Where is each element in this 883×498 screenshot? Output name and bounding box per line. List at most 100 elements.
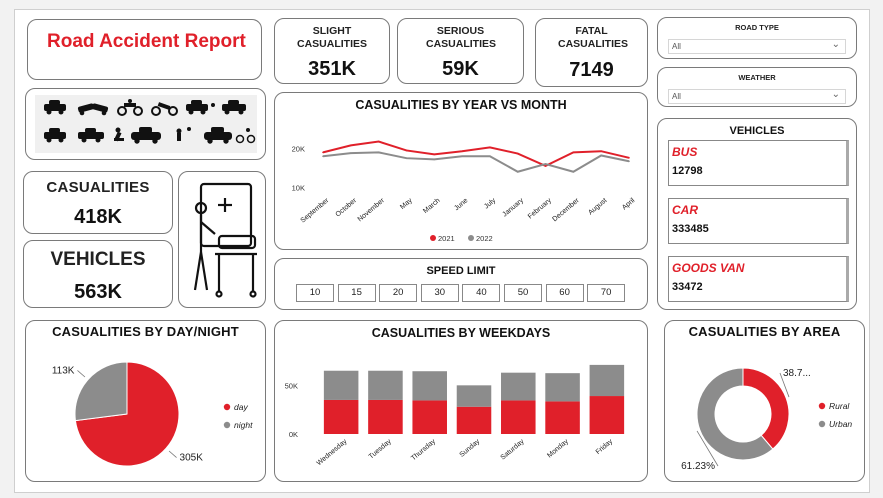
- leader-line: [779, 372, 790, 398]
- x-tick-label: November: [357, 197, 387, 224]
- speed-limit-option-60[interactable]: 60: [545, 284, 584, 302]
- data-point: [600, 150, 602, 153]
- area-donut-chart: 38.7... 61.23% Rural Urban: [681, 367, 852, 472]
- year-month-chart-card: CASUALITIES BY YEAR VS MONTH 20K 10K Septe…: [274, 92, 648, 250]
- slight-casualities-value: 351K: [308, 58, 356, 80]
- x-tick-label: Monday: [546, 438, 570, 460]
- speed-limit-option-10[interactable]: 10: [296, 284, 334, 302]
- area-chart-card: CASUALITIES BY AREA 38.7... 61.23% Rural Ur…: [664, 320, 865, 482]
- road-type-value: All: [672, 42, 681, 51]
- legend-marker: [430, 235, 436, 241]
- series-line-2022: [322, 151, 630, 173]
- car-crash-icon: [44, 128, 66, 143]
- slight-casualities-card: SLIGHT CASUALITIES 351K: [274, 18, 390, 84]
- chevron-down-icon: ⌄: [831, 89, 840, 100]
- car-crash-icon: [222, 100, 246, 115]
- total-vehicles-card: VEHICLES 563K: [23, 240, 173, 308]
- donut-slice-Rural: [742, 367, 790, 450]
- weekdays-bar-chart: 50K 0K Wednesday Tuesday Thursday Sunday Satur…: [285, 364, 625, 467]
- x-tick-label: December: [551, 197, 581, 224]
- car-crash-icon: [44, 100, 66, 115]
- road-type-select[interactable]: All ⌄: [668, 39, 846, 54]
- report-title: Road Accident Report: [47, 31, 246, 52]
- legend-marker: [818, 420, 826, 428]
- total-vehicles-value: 563K: [74, 281, 122, 303]
- x-tick-label: July: [483, 197, 497, 211]
- x-tick-label: January: [501, 197, 525, 219]
- serious-casualities-card: SERIOUS CASUALITIES 59K: [397, 18, 524, 84]
- day-night-pie-chart: 305K 113K day night: [52, 361, 253, 467]
- bar-segment: [589, 396, 625, 434]
- y-tick-label: 0K: [289, 430, 298, 439]
- speed-limit-option-20[interactable]: 20: [379, 284, 418, 302]
- vehicle-value: 12798: [672, 165, 703, 177]
- car-crash-icon: [186, 100, 215, 115]
- vehicle-item-goods-van[interactable]: GOODS VAN 33472: [668, 256, 849, 302]
- accident-icons-card: [25, 88, 266, 160]
- vehicle-name: CAR: [672, 203, 698, 217]
- bar-segment: [589, 364, 625, 397]
- road-type-filter: ROAD TYPE All ⌄: [657, 17, 857, 59]
- speed-limit-option-70[interactable]: 70: [587, 284, 626, 302]
- vehicle-value: 333485: [672, 223, 709, 235]
- fatal-casualities-label: FATAL CASUALITIES: [558, 25, 629, 50]
- speed-limit-option-50[interactable]: 50: [504, 284, 542, 302]
- data-point: [628, 160, 630, 163]
- speed-limit-option-30[interactable]: 30: [420, 284, 459, 302]
- legend-marker: [468, 235, 474, 241]
- fatal-casualities-card: FATAL CASUALITIES 7149: [535, 18, 648, 87]
- serious-casualities-value: 59K: [442, 58, 479, 80]
- data-point: [322, 151, 324, 154]
- x-tick-label: June: [453, 197, 469, 212]
- donut-data-label: 61.23%: [681, 461, 715, 472]
- data-point: [405, 157, 408, 159]
- data-point: [572, 170, 575, 173]
- y-tick-label: 20K: [292, 145, 305, 154]
- car-crash-icons: [35, 95, 257, 153]
- data-point: [516, 152, 519, 155]
- x-tick-label: May: [399, 197, 414, 211]
- car-crash-icon: [77, 103, 109, 116]
- speed-limit-option-15[interactable]: 15: [337, 284, 376, 302]
- weather-label: WEATHER: [738, 73, 776, 82]
- legend-marker: [818, 402, 826, 410]
- data-point: [489, 146, 491, 149]
- car-crash-icon: [78, 128, 104, 143]
- x-tick-label: April: [621, 197, 637, 212]
- legend-label: Urban: [829, 419, 852, 429]
- hospital-patient-icon: [193, 182, 257, 298]
- report-title-card: Road Accident Report: [27, 19, 262, 80]
- pie-data-label: 113K: [52, 365, 75, 376]
- medical-icon-card: [178, 171, 266, 308]
- series-line-2021: [322, 140, 630, 168]
- data-point: [377, 140, 380, 143]
- data-point: [544, 165, 547, 167]
- data-point: [572, 151, 575, 154]
- day-night-chart-card: CASUALITIES BY DAY/NIGHT 305K 113K day nigh…: [25, 320, 266, 482]
- weekdays-chart-title: CASUALITIES BY WEEKDAYS: [371, 326, 551, 340]
- vehicle-item-car[interactable]: CAR 333485: [668, 198, 849, 244]
- bar-segment: [456, 406, 492, 434]
- x-tick-label: February: [527, 197, 553, 221]
- data-point: [489, 155, 491, 158]
- data-point: [433, 158, 436, 161]
- car-crash-icon: [117, 99, 143, 116]
- slight-casualities-label: SLIGHT CASUALITIES: [296, 25, 367, 50]
- bar-segment: [323, 370, 359, 400]
- legend-label: night: [234, 420, 253, 430]
- pie-slice-night: [74, 361, 128, 422]
- speed-limit-option-40[interactable]: 40: [462, 284, 501, 302]
- x-tick-label: Sunday: [459, 438, 482, 459]
- weather-select[interactable]: All ⌄: [668, 89, 846, 104]
- data-point: [433, 153, 436, 156]
- total-vehicles-label: VEHICLES: [50, 249, 146, 270]
- car-crash-icon: [204, 127, 232, 144]
- x-tick-label: September: [300, 197, 331, 225]
- vehicle-value: 33472: [672, 281, 703, 293]
- data-point: [350, 144, 352, 147]
- chevron-down-icon: ⌄: [831, 39, 840, 50]
- y-tick-label: 10K: [292, 183, 305, 192]
- vehicle-item-bus[interactable]: BUS 12798: [668, 140, 849, 186]
- bar-segment: [501, 372, 536, 401]
